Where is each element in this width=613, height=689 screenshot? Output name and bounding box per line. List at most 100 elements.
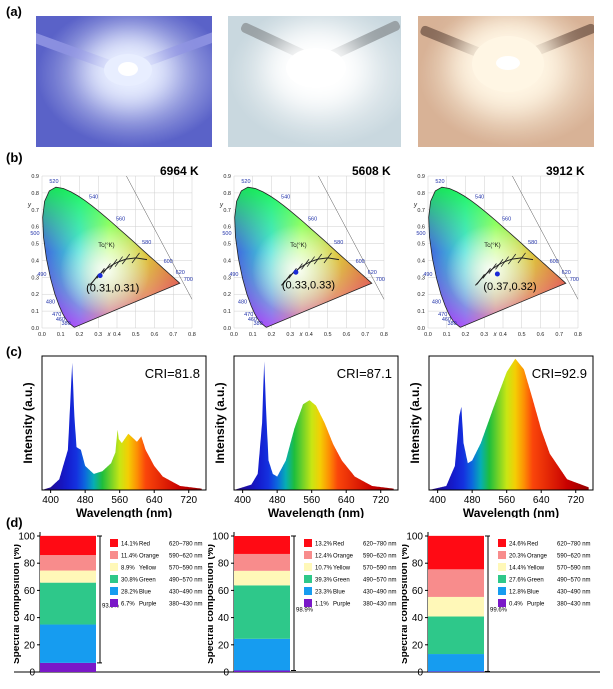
isotherm-tick	[301, 259, 310, 270]
y-tick-label: 0.3	[223, 275, 231, 281]
bar-segment-purple	[428, 671, 484, 672]
reference-line	[512, 175, 579, 300]
chromaticity-point	[494, 271, 500, 277]
led-chip	[118, 62, 138, 76]
isotherm-tick	[476, 274, 485, 285]
wavelength-label: 480	[238, 300, 247, 306]
legend-percent: 30.8%	[121, 578, 139, 584]
wavelength-label: 600	[550, 259, 559, 265]
legend-name: Red	[139, 542, 150, 548]
y-tick-label: 0.8	[223, 191, 231, 197]
wavelength-label: 580	[334, 240, 343, 246]
spectrum-chart-2: 400 480 560 640 720 Wavelength (nm) Intensity …	[213, 355, 399, 518]
y-tick-label: 0.3	[417, 275, 425, 281]
x-tick-label: 720	[180, 495, 197, 506]
legend-name: Purple	[527, 602, 545, 608]
x-tick-label: 480	[77, 495, 94, 506]
wavelength-label: 540	[475, 195, 484, 201]
plot-frame	[41, 355, 207, 491]
wavelength-label: 490	[423, 272, 432, 278]
panel-label-a: (a)	[6, 4, 22, 19]
bar-segment-green	[40, 582, 96, 625]
y-tick-label: 0.5	[223, 242, 231, 248]
legend-percent: 10.7%	[315, 566, 333, 572]
bar-segment-red	[428, 535, 484, 570]
wavelength-label: 540	[281, 195, 290, 201]
x-tick-label: 560	[498, 495, 515, 506]
legend-range: 490~570 nm	[557, 578, 591, 584]
wavelength-label: 480	[432, 300, 441, 306]
x-tick-label: 0.7	[555, 332, 563, 338]
y-axis-label: Spectral composition (%)	[402, 544, 410, 664]
legend-percent: 11.4%	[121, 554, 138, 560]
y-tick-label: 0.6	[223, 225, 231, 231]
x-tick-label: 400	[234, 495, 251, 506]
wavelength-label: 380	[253, 321, 262, 327]
chromaticity-coord-label: (0.37,0.32)	[483, 281, 536, 293]
legend-percent: 12.8%	[509, 590, 527, 596]
x-tick-label: 0.6	[343, 332, 351, 338]
led-chip	[496, 56, 520, 70]
cct-label: 3912 K	[546, 164, 585, 178]
isotherm-tick	[90, 274, 99, 285]
spectrum-area	[42, 362, 202, 490]
x-tick-label: 0.2	[268, 332, 276, 338]
isotherm-tick	[517, 252, 526, 264]
cri-annotation: CRI=81.8	[145, 366, 200, 381]
panel-label-b: (b)	[6, 150, 23, 165]
y-axis-label: y	[27, 202, 32, 208]
legend-name: Red	[333, 542, 344, 548]
y-tick-label: 0.8	[417, 191, 425, 197]
legend-name: Blue	[527, 590, 540, 596]
y-tick-label: 0.4	[417, 258, 425, 264]
wavelength-label: 560	[116, 217, 125, 223]
x-tick-label: 560	[111, 495, 128, 506]
wavelength-label: 580	[528, 240, 537, 246]
x-tick-label: 0.0	[230, 332, 238, 338]
x-tick-label: 0.3	[94, 332, 102, 338]
wavelength-label: 560	[308, 217, 317, 223]
y-tick-label: 20	[24, 640, 36, 651]
y-tick-label: 20	[218, 640, 230, 651]
x-tick-label: 0.4	[499, 332, 507, 338]
wavelength-label: 520	[435, 179, 444, 185]
y-tick-label: 0.6	[417, 225, 425, 231]
legend-swatch-green	[110, 575, 118, 583]
legend-percent: 20.3%	[509, 554, 527, 560]
y-tick-label: 0.4	[223, 258, 231, 264]
wavelength-label: 470	[244, 312, 253, 318]
spectral-locus	[234, 186, 373, 328]
wavelength-label: 620	[562, 270, 571, 276]
wavelength-label: 520	[49, 179, 58, 185]
panel-label-d: (d)	[6, 515, 23, 530]
legend-name: Purple	[333, 602, 351, 608]
y-tick-label: 80	[218, 559, 230, 570]
x-tick-label: 0.7	[361, 332, 369, 338]
legend-swatch-red	[110, 539, 118, 547]
wavelength-label: 600	[356, 259, 365, 265]
y-axis-label: Intensity (a.u.)	[213, 382, 227, 463]
x-tick-label: 0.3	[286, 332, 294, 338]
y-tick-label: 40	[412, 613, 424, 624]
wavelength-label: 560	[502, 217, 511, 223]
y-axis-label: y	[413, 202, 418, 208]
wavelength-label: 520	[241, 179, 250, 185]
cct-label: 5608 K	[352, 164, 391, 178]
legend-name: Green	[139, 578, 156, 584]
plot-frame	[233, 355, 399, 491]
y-tick-label: 0.9	[223, 174, 231, 180]
y-tick-label: 80	[412, 559, 424, 570]
legend-name: Green	[527, 578, 544, 584]
y-tick-label: 0.1	[417, 309, 425, 315]
x-tick-label: 480	[269, 495, 286, 506]
isotherm-tick	[102, 263, 111, 274]
y-tick-label: 0	[417, 668, 423, 679]
legend-range: 620~780 nm	[363, 542, 397, 548]
bracket-label: 99.6%	[490, 608, 508, 614]
y-tick-label: 0.2	[31, 292, 39, 298]
y-tick-label: 100	[18, 532, 35, 543]
legend-swatch-orange	[498, 551, 506, 559]
legend-range: 430~490 nm	[169, 590, 203, 596]
